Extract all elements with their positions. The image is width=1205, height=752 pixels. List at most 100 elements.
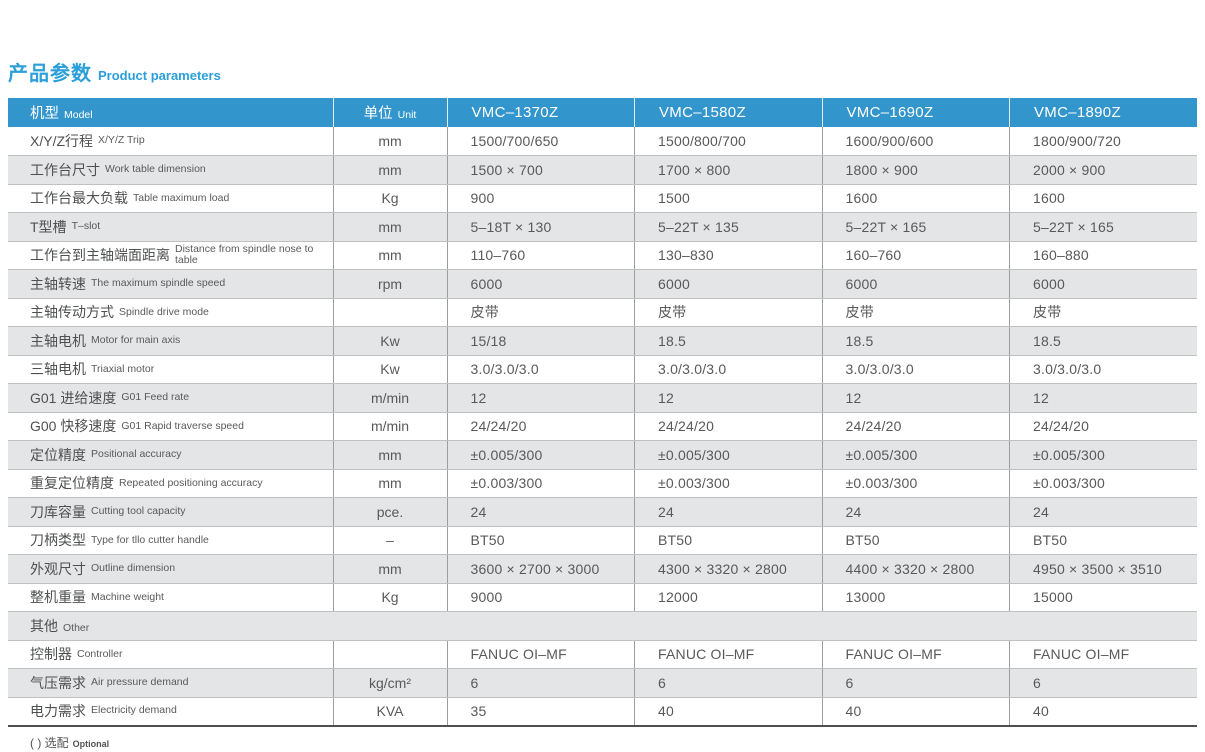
- footnote-zh: ( ) 选配: [30, 735, 69, 750]
- row-value-cell: 18.5: [821, 326, 1010, 356]
- row-value-cell: 24: [634, 497, 822, 527]
- row-value-cell: FANUC OI–MF: [634, 640, 822, 669]
- row-value-cell: 3.0/3.0/3.0: [634, 355, 822, 384]
- page-title-en: Product parameters: [98, 68, 221, 83]
- row-label: 电力需求 Electricity demand: [30, 701, 333, 721]
- header-unit-label-en: Unit: [397, 109, 417, 121]
- row-label-en: Motor for main axis: [91, 334, 181, 347]
- row-label-cell: 工作台最大负载 Table maximum load: [8, 184, 333, 213]
- spec-row: T型槽 T–slot mm 5–18T × 130 5–22T × 135 5–22T ×…: [8, 212, 1197, 242]
- row-value-cell: 1500/800/700: [634, 127, 822, 156]
- row-value-cell: 4300 × 3320 × 2800: [634, 554, 822, 584]
- row-unit-cell: Kg: [332, 184, 447, 213]
- row-value-cell: ±0.003/300: [446, 469, 635, 498]
- page-title: 产品参数 Product parameters: [8, 57, 1197, 86]
- row-label-en: Positional accuracy: [91, 448, 182, 461]
- row-label-zh: 电力需求: [30, 703, 86, 719]
- row-unit-cell: [332, 640, 447, 669]
- row-label: X/Y/Z行程 X/Y/Z Trip: [30, 131, 333, 151]
- row-value-cell: 12: [1009, 383, 1197, 413]
- row-label-cell: 主轴电机 Motor for main axis: [8, 326, 333, 356]
- row-label-en: Distance from spindle nose to table: [175, 243, 314, 267]
- row-value-cell: 5–22T × 165: [1009, 212, 1197, 242]
- row-label-cell: 刀库容量 Cutting tool capacity: [8, 497, 333, 527]
- spec-row: 定位精度 Positional accuracy mm ±0.005/300 ±0.00…: [8, 440, 1197, 470]
- spec-row: 重复定位精度 Repeated positioning accuracy mm ±0.…: [8, 469, 1197, 498]
- row-value-cell: 12000: [634, 583, 822, 612]
- spec-row: 整机重量 Machine weight Kg 9000 12000 13000 15000: [8, 583, 1197, 612]
- header-model-label-zh: 机型: [30, 106, 59, 122]
- header-cell-model: 机型 Model: [8, 98, 333, 127]
- row-value-cell: 15/18: [446, 326, 635, 356]
- row-label-zh: X/Y/Z行程: [30, 133, 94, 149]
- spec-row: 三轴电机 Triaxial motor Kw 3.0/3.0/3.0 3.0/3.0/3…: [8, 355, 1197, 384]
- row-label-en: Air pressure demand: [91, 676, 189, 689]
- row-label-cell: 工作台尺寸 Work table dimension: [8, 155, 333, 185]
- row-label: 整机重量 Machine weight: [30, 587, 333, 607]
- row-label-cell: G00 快移速度 G01 Rapid traverse speed: [8, 412, 333, 441]
- spec-row: 控制器 Controller FANUC OI–MF FANUC OI–MF FANUC…: [8, 640, 1197, 669]
- spec-row: 工作台尺寸 Work table dimension mm 1500 × 700 170…: [8, 155, 1197, 185]
- spec-row: 主轴转速 The maximum spindle speed rpm 6000 6000…: [8, 269, 1197, 299]
- row-label-cell: 气压需求 Air pressure demand: [8, 668, 333, 698]
- row-label-zh: 工作台最大负载: [30, 190, 128, 207]
- row-label-en: G01 Feed rate: [121, 391, 190, 404]
- row-value-cell: 130–830: [634, 241, 822, 270]
- row-value-cell: 6000: [446, 269, 635, 299]
- row-label-cell: G01 进给速度 G01 Feed rate: [8, 383, 333, 413]
- row-value-cell: 24: [446, 497, 635, 527]
- row-label: 定位精度 Positional accuracy: [30, 445, 333, 465]
- row-label: 主轴电机 Motor for main axis: [30, 331, 333, 351]
- row-label-cell: 整机重量 Machine weight: [8, 583, 333, 612]
- table-header: 机型 Model 单位 Unit VMC–1370Z VMC–1580Z VMC–1…: [8, 98, 1197, 127]
- row-value-cell: 13000: [821, 583, 1010, 612]
- row-label: G01 进给速度 G01 Feed rate: [30, 388, 333, 408]
- row-label: 刀柄类型 Type for tllo cutter handle: [30, 530, 333, 550]
- row-label-zh: 外观尺寸: [30, 560, 86, 577]
- row-unit-cell: mm: [332, 241, 447, 270]
- row-value-cell: 18.5: [634, 326, 822, 356]
- row-value-cell: 40: [634, 697, 822, 727]
- row-value-cell: 1500 × 700: [446, 155, 635, 185]
- row-value-cell: 40: [1009, 697, 1197, 727]
- row-label: 重复定位精度 Repeated positioning accuracy: [30, 473, 333, 493]
- row-label-zh: 定位精度: [30, 446, 86, 463]
- row-label-zh: 其他: [30, 617, 58, 634]
- row-value-cell: ±0.003/300: [821, 469, 1010, 498]
- row-label: 工作台尺寸 Work table dimension: [30, 160, 333, 180]
- spec-row: 电力需求 Electricity demand KVA 35 40 40 40: [8, 697, 1197, 727]
- row-label-en: Other: [63, 621, 90, 634]
- row-value-cell: 6000: [634, 269, 822, 299]
- row-value-cell: 5–22T × 135: [634, 212, 822, 242]
- spec-row: 刀柄类型 Type for tllo cutter handle – BT50 BT50…: [8, 526, 1197, 555]
- row-label-en: Spindle drive mode: [119, 305, 209, 318]
- row-label-zh: G00 快移速度: [30, 418, 117, 435]
- row-value-cell: 1500: [634, 184, 822, 213]
- row-value-cell: 皮带: [1009, 298, 1197, 327]
- row-value-cell: 24/24/20: [446, 412, 635, 441]
- row-value-cell: FANUC OI–MF: [1009, 640, 1197, 669]
- spec-row: 刀库容量 Cutting tool capacity pce. 24 24 24 24: [8, 497, 1197, 527]
- row-label-en: Repeated positioning accuracy: [119, 476, 263, 489]
- spec-row: 主轴传动方式 Spindle drive mode 皮带 皮带 皮带 皮带: [8, 298, 1197, 327]
- row-unit-cell: Kg: [332, 583, 447, 612]
- row-value-cell: 160–880: [1009, 241, 1197, 270]
- row-unit-cell: mm: [332, 155, 447, 185]
- row-unit-cell: Kw: [332, 355, 447, 384]
- header-model-label-en: Model: [64, 109, 93, 121]
- row-value-cell: 6: [821, 668, 1010, 698]
- row-label-en: Table maximum load: [133, 191, 230, 204]
- row-label-zh: 工作台到主轴端面距离: [30, 247, 170, 264]
- row-label: 控制器 Controller: [30, 644, 333, 664]
- section-label-cell: 其他 Other: [8, 611, 1197, 641]
- row-label: 气压需求 Air pressure demand: [30, 673, 333, 693]
- row-label-cell: 主轴传动方式 Spindle drive mode: [8, 298, 333, 327]
- row-label-cell: 工作台到主轴端面距离 Distance from spindle nose to …: [8, 241, 333, 270]
- row-label-en: Work table dimension: [105, 163, 206, 176]
- row-label-en: The maximum spindle speed: [91, 277, 226, 290]
- row-value-cell: ±0.003/300: [1009, 469, 1197, 498]
- row-label: 外观尺寸 Outline dimension: [30, 559, 333, 579]
- row-label: 主轴传动方式 Spindle drive mode: [30, 302, 333, 322]
- row-label-cell: T型槽 T–slot: [8, 212, 333, 242]
- row-value-cell: 皮带: [634, 298, 822, 327]
